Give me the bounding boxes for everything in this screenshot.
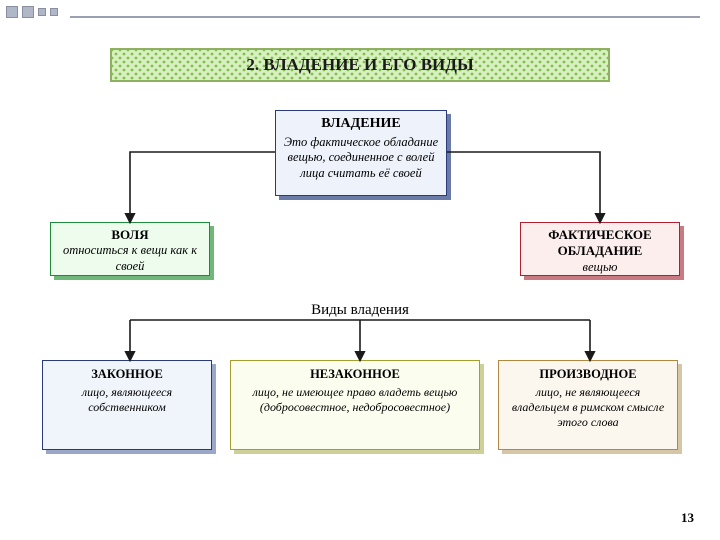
type-illegal-header: НЕЗАКОННОЕ [239, 367, 471, 383]
type-derivative: ПРОИЗВОДНОЕ лицо, не являющееся владельц… [498, 360, 678, 450]
type-illegal: НЕЗАКОННОЕ лицо, не имеющее право владет… [230, 360, 480, 450]
page-number: 13 [681, 510, 694, 526]
type-legal: ЗАКОННОЕ лицо, являющееся собственником [42, 360, 212, 450]
type-illegal-body: лицо, не имеющее право владеть вещью (до… [239, 385, 471, 415]
corner-decoration [6, 6, 58, 18]
component-fakt-header: ФАКТИЧЕСКОЕ ОБЛАДАНИЕ [527, 227, 673, 260]
component-fakt: ФАКТИЧЕСКОЕ ОБЛАДАНИЕ вещью [520, 222, 680, 276]
top-rule [70, 16, 700, 18]
types-subheader: Виды владения [0, 302, 720, 319]
type-legal-header: ЗАКОННОЕ [51, 367, 203, 383]
definition-body: Это фактическое обладание вещью, соедине… [282, 135, 440, 182]
types-row: ЗАКОННОЕ лицо, являющееся собственником … [42, 360, 678, 450]
type-derivative-body: лицо, не являющееся владельцем в римском… [507, 385, 669, 430]
definition-header: ВЛАДЕНИЕ [282, 115, 440, 133]
section-title: 2. ВЛАДЕНИЕ И ЕГО ВИДЫ [110, 48, 610, 82]
component-volya-header: ВОЛЯ [57, 227, 203, 243]
type-derivative-header: ПРОИЗВОДНОЕ [507, 367, 669, 383]
component-volya: ВОЛЯ относиться к вещи как к своей [50, 222, 210, 276]
component-fakt-body: вещью [527, 260, 673, 276]
definition-box: ВЛАДЕНИЕ Это фактическое обладание вещью… [275, 110, 447, 196]
type-legal-body: лицо, являющееся собственником [51, 385, 203, 415]
component-volya-body: относиться к вещи как к своей [57, 243, 203, 274]
